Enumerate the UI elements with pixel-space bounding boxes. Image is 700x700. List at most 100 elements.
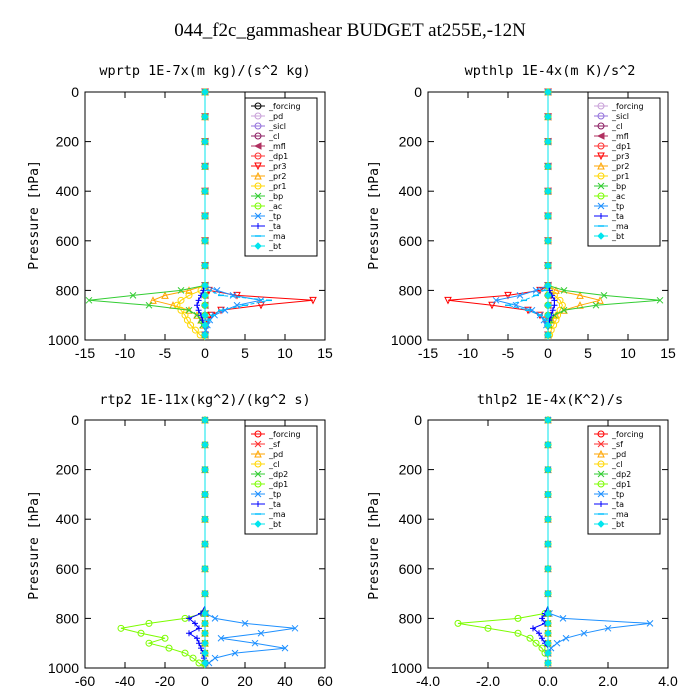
x-tick-label: 5	[584, 345, 592, 361]
x-tick-label: 0	[201, 673, 209, 689]
data-point	[544, 629, 552, 637]
data-point	[201, 137, 209, 146]
data-point	[211, 615, 219, 622]
x-tick-label: 15	[317, 345, 333, 361]
data-point	[553, 639, 561, 647]
x-tick-label: 15	[660, 345, 676, 361]
legend-label: _sf	[268, 440, 280, 449]
data-point	[196, 640, 202, 647]
data-point	[544, 619, 552, 628]
legend-marker	[597, 520, 605, 528]
legend-marker	[597, 202, 605, 210]
data-point	[201, 237, 209, 245]
x-tick-label: 0.0	[538, 673, 558, 689]
legend-label: _ta	[268, 222, 281, 231]
data-point	[544, 321, 552, 329]
data-point	[194, 635, 200, 642]
data-point	[532, 639, 540, 647]
y-tick-label: 600	[56, 561, 80, 577]
legend-marker	[598, 213, 604, 219]
x-tick-label: -10	[115, 345, 135, 361]
data-point	[576, 291, 584, 299]
legend-label: _tp	[268, 490, 281, 499]
data-point	[544, 465, 552, 474]
data-point	[544, 187, 552, 195]
legend-label: _dp1	[611, 142, 631, 151]
data-point	[145, 619, 153, 627]
legend-label: _ma	[611, 222, 629, 231]
legend-marker	[597, 122, 605, 130]
data-point	[291, 624, 299, 632]
data-point	[544, 137, 552, 146]
y-tick-label: 200	[399, 462, 423, 478]
data-point	[544, 490, 552, 499]
data-point	[201, 540, 209, 548]
legend-label: _pr1	[611, 172, 629, 181]
data-point	[539, 635, 545, 642]
series-line	[176, 92, 206, 341]
data-point	[544, 639, 552, 647]
legend-label: _pd	[268, 450, 283, 459]
data-point	[117, 624, 125, 632]
x-tick-label: -20	[155, 673, 175, 689]
legend-marker	[597, 182, 605, 190]
legend-label: _pr2	[268, 172, 286, 181]
data-point	[201, 281, 209, 290]
data-point	[544, 659, 552, 667]
x-tick-label: 20	[237, 673, 253, 689]
data-point	[536, 630, 542, 637]
x-tick-label: 40	[277, 673, 293, 689]
data-point	[526, 634, 534, 642]
legend-label: _bp	[268, 192, 283, 201]
data-point	[544, 88, 552, 96]
legend-label: _mfl	[611, 132, 629, 141]
legend-marker	[597, 470, 605, 478]
data-point	[544, 113, 552, 121]
data-point	[592, 301, 600, 309]
data-point	[189, 654, 197, 662]
data-point	[604, 624, 612, 632]
data-point	[544, 311, 552, 319]
data-point	[538, 644, 546, 652]
legend-marker	[598, 501, 604, 507]
legend-label: _bt	[611, 520, 624, 529]
legend-label: _dp1	[268, 152, 288, 161]
plot-area: -60 -40 -20 0 20 40 6002004006008001000_forcin…	[48, 412, 333, 689]
data-point	[532, 287, 540, 294]
data-point	[544, 589, 552, 598]
data-point	[514, 629, 522, 637]
data-point	[544, 331, 552, 339]
data-point	[544, 212, 552, 220]
data-point	[544, 609, 552, 618]
data-point	[185, 306, 193, 314]
data-point	[514, 614, 522, 622]
data-point	[201, 301, 209, 309]
y-tick-label: 400	[56, 511, 80, 527]
legend-label: _tp	[611, 490, 624, 499]
legend-label: _dp2	[268, 470, 288, 479]
panel-wpthlp: wpthlp 1E-4x(m K)/s^2 Pressure [hPa] -15…	[367, 63, 676, 361]
y-tick-label: 400	[56, 183, 80, 199]
x-tick-label: -15	[418, 345, 438, 361]
legend-marker	[254, 202, 262, 210]
data-point	[600, 292, 608, 299]
data-point	[191, 326, 199, 334]
x-tick-label: 60	[317, 673, 333, 689]
legend-marker	[254, 162, 262, 171]
legend-label: _cl	[611, 460, 623, 469]
plot-area: -15 -10 -5 0 5 10 1502004006008001000_forcing_…	[391, 84, 676, 361]
data-point	[544, 281, 552, 290]
legend-label: _pr3	[268, 162, 286, 171]
data-point	[201, 311, 209, 319]
data-point	[562, 634, 570, 642]
series-line	[120, 420, 206, 669]
data-point	[177, 296, 185, 304]
y-tick-label: 1000	[48, 660, 79, 676]
legend-marker	[597, 232, 605, 240]
legend-marker	[254, 212, 262, 220]
data-point	[211, 654, 219, 662]
y-tick-label: 800	[56, 610, 80, 626]
legend-label: _ma	[611, 510, 629, 519]
y-axis-label: Pressure [hPa]	[27, 490, 42, 600]
data-point	[201, 291, 209, 300]
